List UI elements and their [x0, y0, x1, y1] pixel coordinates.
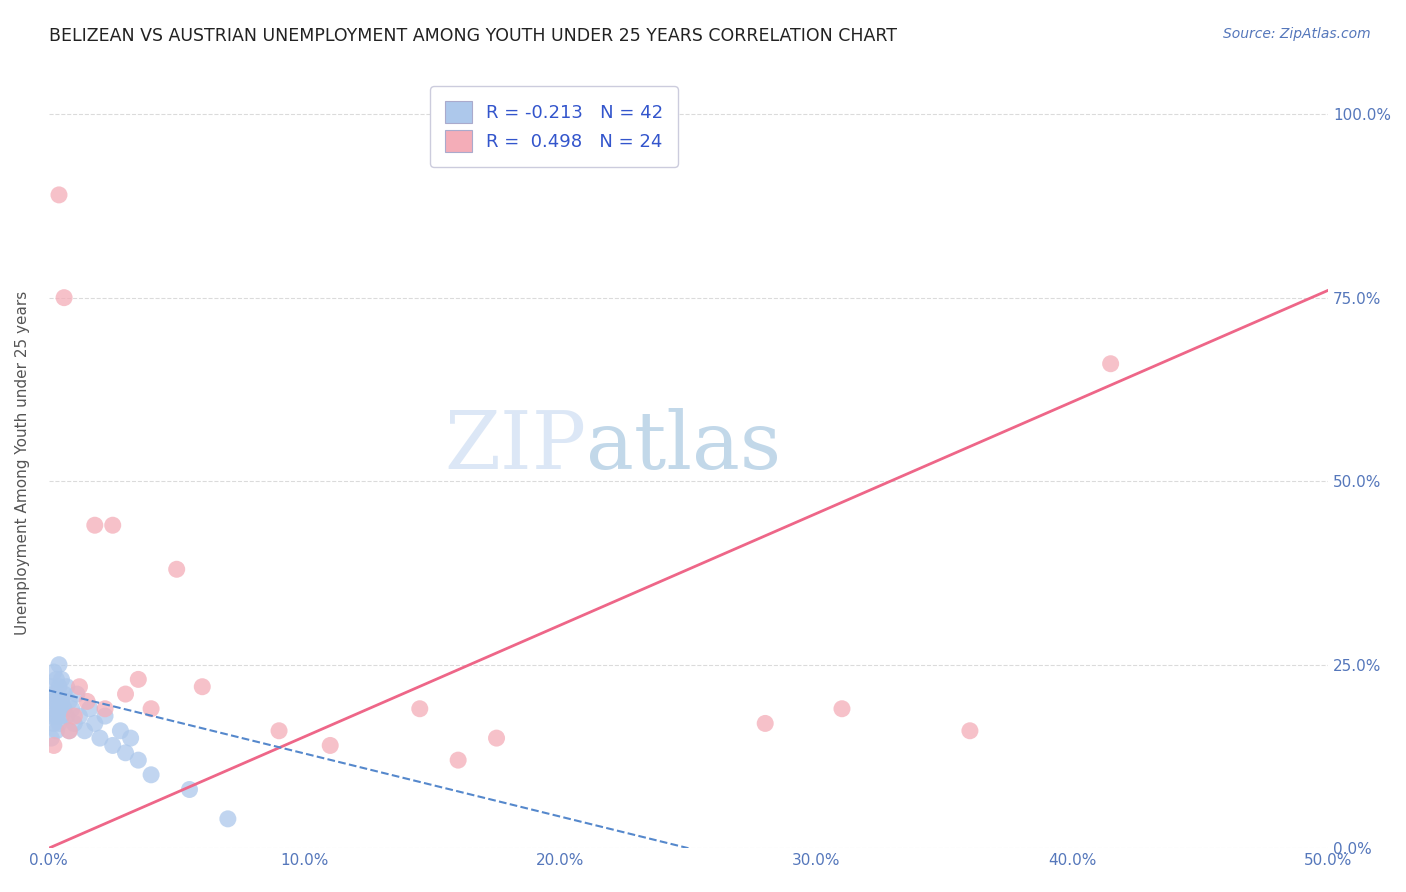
Point: [831, 702, 853, 716]
Point: [66, 687, 89, 701]
Text: Source: ZipAtlas.com: Source: ZipAtlas.com: [1223, 27, 1371, 41]
Point: [267, 723, 290, 738]
Point: [42, 716, 65, 731]
Point: [45, 673, 67, 687]
Point: [48, 716, 70, 731]
Point: [48, 657, 70, 672]
Point: [42, 694, 65, 708]
Point: [447, 753, 470, 767]
Point: [754, 716, 776, 731]
Point: [42, 687, 65, 701]
Point: [51, 673, 73, 687]
Point: [114, 687, 136, 701]
Point: [179, 782, 201, 797]
Point: [127, 673, 149, 687]
Point: [319, 739, 342, 753]
Point: [58, 723, 80, 738]
Point: [217, 812, 239, 826]
Point: [83, 518, 105, 533]
Point: [127, 753, 149, 767]
Point: [53, 687, 76, 701]
Point: [94, 702, 117, 716]
Point: [42, 739, 65, 753]
Point: [120, 731, 142, 745]
Point: [89, 731, 111, 745]
Point: [101, 518, 124, 533]
Point: [114, 746, 136, 760]
Point: [139, 768, 162, 782]
Point: [60, 702, 83, 716]
Point: [63, 716, 86, 731]
Y-axis label: Unemployment Among Youth under 25 years: Unemployment Among Youth under 25 years: [15, 291, 30, 635]
Point: [166, 562, 188, 576]
Point: [51, 709, 73, 723]
Point: [58, 723, 80, 738]
Point: [69, 709, 91, 723]
Point: [94, 709, 117, 723]
Point: [76, 694, 98, 708]
Point: [55, 680, 77, 694]
Point: [48, 680, 70, 694]
Point: [83, 716, 105, 731]
Text: ZIP: ZIP: [444, 409, 586, 486]
Point: [101, 739, 124, 753]
Legend: R = -0.213   N = 42, R =  0.498   N = 24: R = -0.213 N = 42, R = 0.498 N = 24: [430, 87, 678, 167]
Point: [63, 709, 86, 723]
Point: [39, 709, 62, 723]
Point: [69, 680, 91, 694]
Text: BELIZEAN VS AUSTRIAN UNEMPLOYMENT AMONG YOUTH UNDER 25 YEARS CORRELATION CHART: BELIZEAN VS AUSTRIAN UNEMPLOYMENT AMONG …: [49, 27, 897, 45]
Point: [53, 291, 76, 305]
Point: [485, 731, 508, 745]
Point: [53, 702, 76, 716]
Point: [191, 680, 214, 694]
Point: [79, 702, 101, 716]
Point: [51, 694, 73, 708]
Point: [139, 702, 162, 716]
Point: [409, 702, 432, 716]
Point: [110, 723, 132, 738]
Text: atlas: atlas: [586, 409, 782, 486]
Point: [73, 723, 96, 738]
Point: [58, 694, 80, 708]
Point: [45, 709, 67, 723]
Point: [39, 731, 62, 745]
Point: [959, 723, 981, 738]
Point: [48, 187, 70, 202]
Point: [42, 702, 65, 716]
Point: [45, 694, 67, 708]
Point: [48, 702, 70, 716]
Point: [45, 723, 67, 738]
Point: [55, 709, 77, 723]
Point: [39, 680, 62, 694]
Point: [1099, 357, 1122, 371]
Point: [42, 665, 65, 679]
